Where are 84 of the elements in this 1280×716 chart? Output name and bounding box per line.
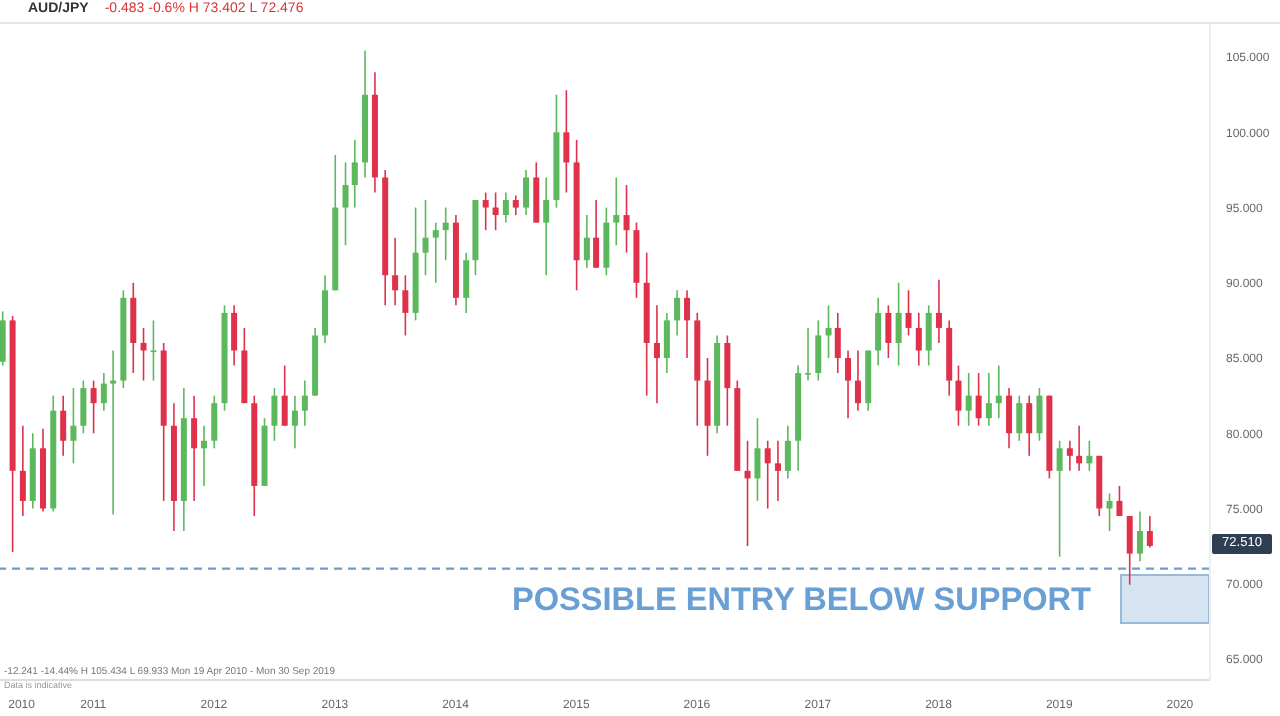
candlestick (201, 424, 208, 487)
candlestick (342, 161, 349, 246)
candlestick (653, 304, 660, 404)
candlestick (70, 387, 77, 465)
candlestick (684, 289, 691, 359)
candlestick (1146, 515, 1153, 549)
annotation: POSSIBLE ENTRY BELOW SUPPORT (512, 582, 1091, 620)
candlestick (80, 379, 87, 435)
candlestick (744, 439, 751, 547)
candlestick (0, 310, 6, 367)
candlestick (1036, 387, 1043, 442)
candlestick (1126, 515, 1133, 586)
candlestick (291, 394, 298, 450)
candlestick (774, 439, 781, 502)
candlestick (935, 278, 942, 344)
candlestick (482, 191, 489, 231)
candlestick (905, 289, 912, 337)
candlestick (502, 191, 509, 224)
candlestick (895, 281, 902, 367)
candlestick (1076, 424, 1083, 472)
candlestick (845, 349, 852, 419)
candlestick (442, 206, 449, 262)
candlestick (563, 89, 570, 194)
candlestick (593, 199, 600, 269)
candlestick (1056, 439, 1063, 558)
candlestick (301, 379, 308, 427)
candlestick (875, 297, 882, 367)
candlestick (402, 274, 409, 337)
candlestick (613, 176, 620, 246)
candlestick (351, 139, 358, 209)
candlestick (603, 206, 610, 277)
candlestick (1086, 439, 1093, 472)
candlestick (834, 312, 841, 374)
candlestick (130, 281, 137, 374)
candlestick (805, 327, 812, 382)
candlestick (211, 394, 218, 450)
candlestick (463, 251, 470, 314)
candlestick (231, 304, 238, 367)
candlestick (533, 161, 540, 224)
candlestick (825, 304, 832, 359)
candlestick (1106, 492, 1113, 532)
candlestick (925, 304, 932, 367)
candlestick (60, 394, 67, 457)
candlestick (281, 364, 288, 427)
candlestick (784, 424, 791, 480)
candlestick (724, 334, 731, 427)
candlestick (965, 372, 972, 427)
candlestick (955, 364, 962, 427)
candlestick (90, 379, 97, 435)
candlestick (432, 221, 439, 284)
candlestick (985, 372, 992, 427)
candlestick (583, 214, 590, 269)
candlestick (322, 274, 329, 344)
candlestick (663, 312, 670, 374)
candlestick (704, 357, 711, 457)
candlestick (815, 319, 822, 382)
candlestick (764, 439, 771, 510)
candlestick (674, 289, 681, 337)
candlestick (140, 327, 147, 382)
candlestick (885, 304, 892, 359)
candlestick (110, 349, 117, 516)
candlestick (975, 372, 982, 427)
candlestick (915, 312, 922, 367)
candlestick (512, 194, 519, 216)
candlestick (422, 199, 429, 277)
candlestick (543, 176, 550, 277)
candlestick (1136, 510, 1143, 562)
candlestick (392, 236, 399, 307)
candlestick (1016, 394, 1023, 442)
candlestick (995, 364, 1002, 419)
candlestick (100, 372, 107, 412)
candlestick (623, 184, 630, 254)
candlestick (1116, 485, 1123, 517)
candlestick (1026, 394, 1033, 457)
candlestick (271, 387, 278, 442)
candlestick (19, 424, 26, 517)
candlestick (1006, 387, 1013, 450)
candlestick (191, 394, 198, 502)
candlestick (492, 191, 499, 231)
candlestick (754, 417, 761, 502)
candlestick (150, 319, 157, 382)
candlestick (854, 349, 861, 412)
candlestick (523, 169, 530, 216)
candlestick (1066, 439, 1073, 472)
